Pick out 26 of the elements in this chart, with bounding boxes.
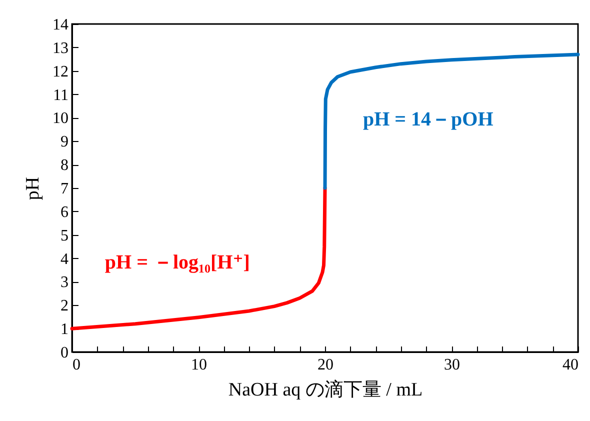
y-tick-label: 3: [60, 274, 68, 292]
y-tick-label: 13: [52, 40, 68, 57]
x-tick-label: 10: [191, 356, 207, 374]
y-tick-label: 11: [53, 86, 68, 104]
line-series: [70, 186, 327, 330]
x-tick-label: 0: [72, 356, 80, 374]
y-tick-label: 5: [60, 227, 68, 244]
y-tick-label: 9: [60, 134, 68, 151]
y-tick-label: 0: [60, 344, 68, 362]
y-tick-label: 12: [52, 63, 68, 80]
y-tick-label: 6: [60, 204, 68, 221]
series-label: pH = 14－pOH: [362, 108, 494, 131]
x-tick-label: 30: [444, 356, 460, 374]
y-tick-label: 7: [60, 180, 68, 198]
y-tick-label: 14: [52, 16, 68, 34]
y-tick-label: 4: [60, 250, 68, 268]
line-series: [323, 52, 580, 190]
x-tick-label: 40: [562, 356, 578, 374]
y-tick-label: 2: [60, 298, 68, 315]
y-tick-label: 1: [60, 321, 68, 338]
series-label: pH = －log₁₀[H⁺]: [104, 251, 250, 274]
y-tick-label: 8: [60, 157, 68, 174]
x-tick-label: 20: [318, 356, 334, 374]
y-tick-label: 10: [52, 110, 68, 128]
y-axis-title: pH: [22, 176, 44, 200]
x-axis-title: NaOH aq の滴下量 / mL: [228, 378, 423, 400]
